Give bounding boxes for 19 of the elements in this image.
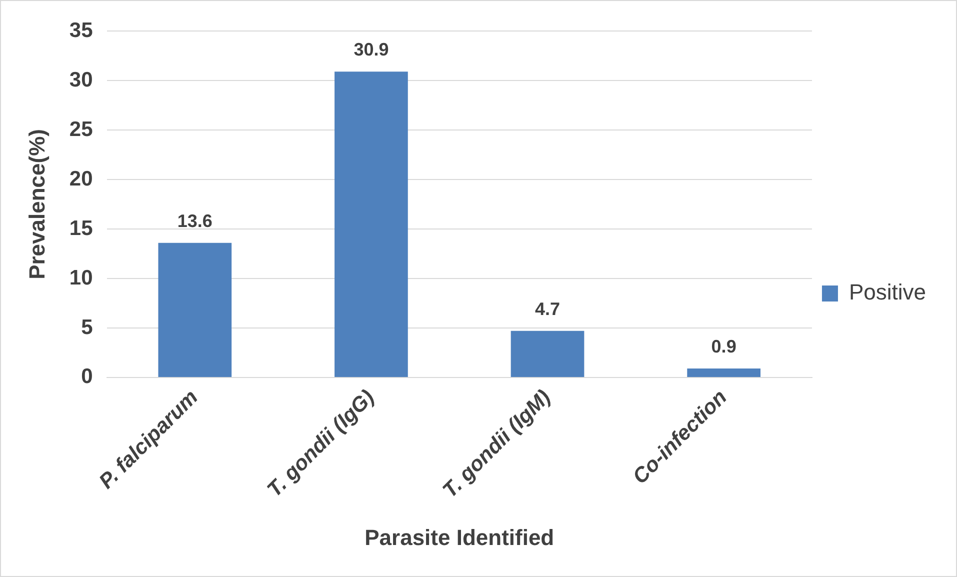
y-tick-label: 15	[69, 216, 94, 240]
data-label: 30.9	[354, 40, 389, 60]
y-tick-label: 35	[69, 18, 94, 42]
bar	[687, 368, 760, 377]
y-tick-label: 30	[69, 68, 93, 92]
bar	[334, 72, 408, 377]
bar	[510, 330, 584, 377]
data-label: 0.9	[711, 336, 736, 357]
y-tick-label: 5	[81, 316, 94, 339]
data-label: 13.6	[177, 210, 212, 231]
y-tick-label: 20	[69, 167, 93, 190]
bar	[158, 242, 232, 377]
legend-label: Positive	[848, 280, 926, 305]
y-tick-label: 10	[69, 266, 93, 290]
y-tick-label: 0	[81, 365, 93, 388]
data-label: 4.7	[535, 298, 560, 319]
x-axis-title: Parasite Identified	[364, 524, 554, 550]
y-tick-label: 25	[69, 118, 94, 141]
y-axis-title: Prevalence(%)	[24, 129, 50, 280]
